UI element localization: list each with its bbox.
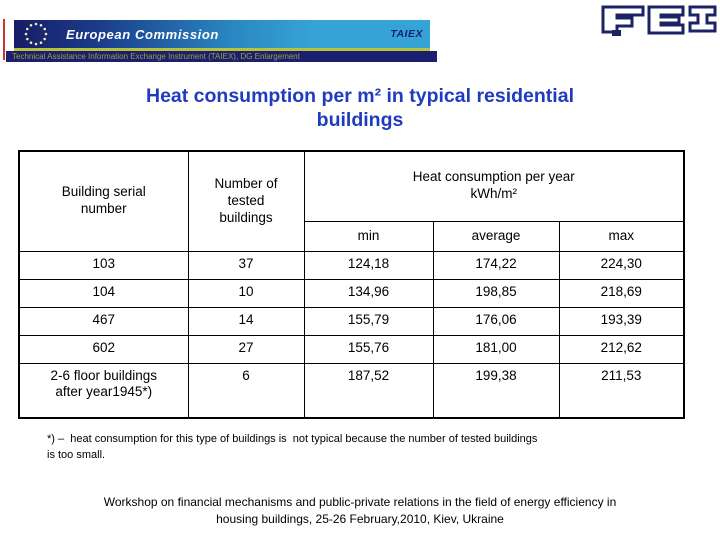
table-cell: 174,22 [432,250,560,280]
table-cell: 155,76 [303,334,434,364]
red-accent-line [3,19,5,60]
table-cell: 104 [18,278,189,308]
table-cell: 10 [187,278,305,308]
table-row: 103 37 124,18 174,22 224,30 [18,250,685,280]
table-cell: 155,79 [303,306,434,336]
banner-separator-line [14,48,430,51]
taiex-label: TAIEX [390,28,423,40]
table-cell: 467 [18,306,189,336]
table-cell: 176,06 [432,306,560,336]
table-cell: 103 [18,250,189,280]
table-cell: 193,39 [558,306,685,336]
table-cell: 27 [187,334,305,364]
col-header-heat-per-year: Heat consumption per year kWh/m² [303,150,685,222]
table-cell: 181,00 [432,334,560,364]
taiex-subbar: Technical Assistance Information Exchang… [6,51,437,62]
table-header-row-2: min average max [19,220,685,252]
ec-banner: European Commission TAIEX [14,20,430,48]
table-cell: 134,96 [303,278,434,308]
col-header-max: max [558,220,685,252]
table-cell: 37 [187,250,305,280]
col-header-building-serial: Building serial number [18,150,189,252]
table-cell: 187,52 [303,362,434,419]
table-cell: 2-6 floor buildings after year1945*) [18,362,189,419]
col-header-tested-buildings: Number of tested buildings [187,150,305,252]
table-row: 467 14 155,79 176,06 193,39 [18,306,685,336]
table-cell: 211,53 [558,362,685,419]
table-cell: 218,69 [558,278,685,308]
footnote: *) – heat consumption for this type of b… [47,433,538,461]
ec-banner-title: European Commission [66,26,219,42]
heat-consumption-table: Building serial number Number of tested … [18,150,686,419]
table-cell: 212,62 [558,334,685,364]
heat-table-wrap: Building serial number Number of tested … [18,150,686,419]
table-cell: 199,38 [432,362,560,419]
table-row: 104 10 134,96 198,85 218,69 [18,278,685,308]
table-cell: 124,18 [303,250,434,280]
table-cell: 224,30 [558,250,685,280]
col-header-average: average [432,220,560,252]
fei-logo [601,5,717,36]
table-header-row-1: Building serial number Number of tested … [18,150,685,252]
table-cell: 6 [187,362,305,419]
table-row: 2-6 floor buildings after year1945*) 6 187… [18,362,685,419]
eu-stars-icon [24,22,48,46]
workshop-caption: Workshop on financial mechanisms and pub… [103,495,617,527]
table-body: 103 37 124,18 174,22 224,30 104 10 134,96 198,85… [18,250,685,419]
col-header-min: min [303,220,434,252]
table-cell: 602 [18,334,189,364]
table-row: 602 27 155,76 181,00 212,62 [18,334,685,364]
table-cell: 14 [187,306,305,336]
page-title: Heat consumption per m² in typical resid… [145,85,574,132]
table-cell: 198,85 [432,278,560,308]
